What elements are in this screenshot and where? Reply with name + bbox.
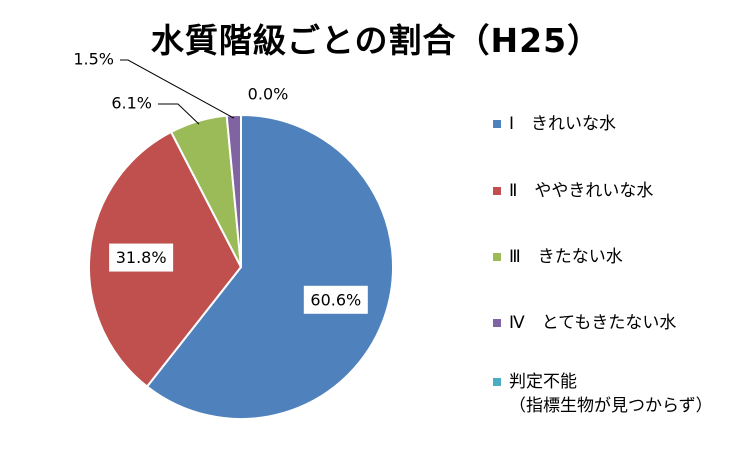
data-label-1-box: 60.6% [303, 285, 368, 314]
legend-swatch-3 [493, 253, 501, 261]
leader-line-4 [120, 59, 235, 119]
data-label-4: 1.5% [73, 50, 114, 69]
legend-swatch-1 [493, 120, 501, 128]
legend-label-3: Ⅲ きたない水 [509, 247, 623, 267]
legend-label-1: Ⅰ きれいな水 [509, 114, 617, 134]
data-label-1-bg [303, 285, 368, 314]
data-label-3: 6.1% [111, 94, 152, 113]
legend-swatch-4 [493, 319, 501, 327]
legend-label-4: Ⅳ とてもきたない水 [509, 313, 677, 333]
legend-label-2: Ⅱ ややきれいな水 [509, 181, 654, 201]
legend-label-5: 判定不能 （指標生物が見つからず） [509, 370, 713, 418]
data-label-1: 60.6% [310, 290, 361, 309]
leader-line-3 [158, 103, 200, 125]
legend-label-5-sub: （指標生物が見つからず） [509, 396, 713, 416]
pie-slice-4 [225, 113, 242, 268]
data-label-5: 0.0% [248, 85, 289, 104]
legend-label-5-main: 判定不能 [509, 372, 577, 392]
legend-swatch-5 [493, 378, 501, 386]
pie-slice-1 [145, 113, 394, 420]
legend-swatch-2 [493, 187, 501, 195]
data-label-2-box: 31.8% [109, 243, 174, 272]
data-label-2: 31.8% [116, 248, 167, 267]
data-label-2-bg [109, 243, 174, 272]
chart-title: 水質階級ごとの割合（H25） [150, 21, 602, 60]
